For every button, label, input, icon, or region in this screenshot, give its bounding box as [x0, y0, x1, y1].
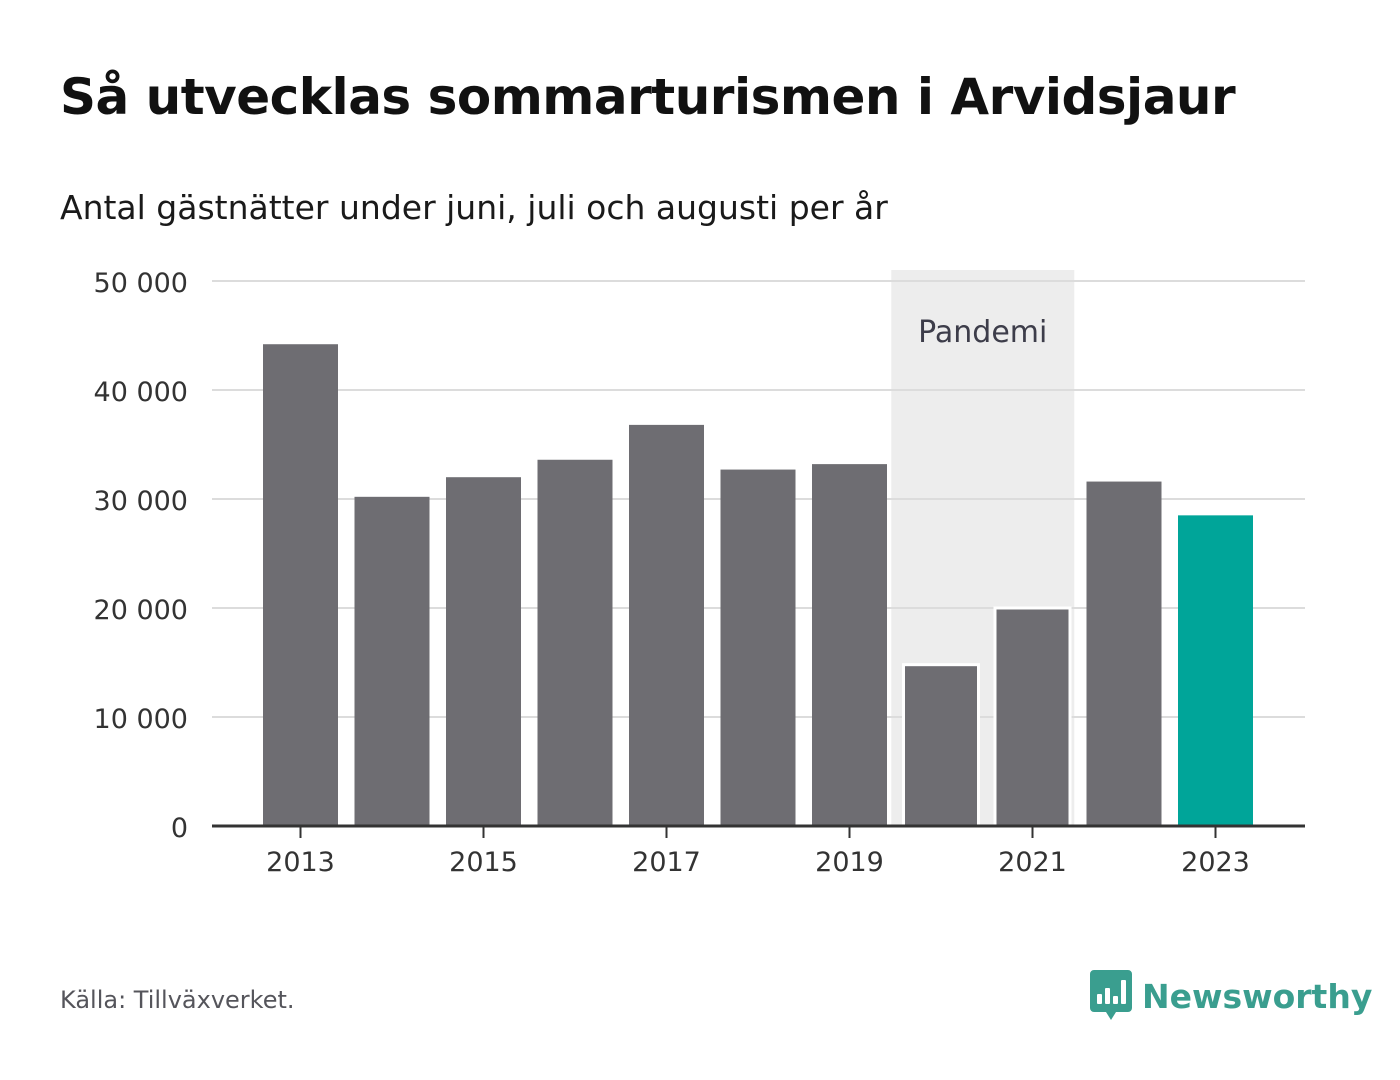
y-tick-label: 40 000: [94, 377, 188, 408]
source-note: Källa: Tillväxverket.: [60, 986, 295, 1014]
bar-2019: [812, 464, 887, 826]
bar-2020: [902, 663, 980, 828]
bar-2015: [446, 477, 521, 826]
bar-2022: [1086, 481, 1162, 826]
chart-subtitle: Antal gästnätter under juni, juli och au…: [60, 188, 888, 227]
bar-2023: [1178, 515, 1253, 826]
y-tick-label: 20 000: [94, 595, 188, 626]
bar-2013: [263, 344, 338, 826]
bar-2016: [537, 459, 613, 826]
bar-2017: [629, 424, 704, 826]
bar-2018: [720, 469, 796, 826]
bar-2021: [993, 606, 1072, 828]
y-tick-label: 50 000: [94, 268, 188, 299]
x-tick-label: 2015: [449, 847, 518, 878]
bar-2014: [354, 496, 430, 826]
chart-title: Så utvecklas sommarturismen i Arvidsjaur: [60, 68, 1236, 126]
x-tick-label: 2019: [815, 847, 884, 878]
brand-name: Newsworthy: [1142, 976, 1373, 1016]
y-tick-label: 10 000: [94, 704, 188, 735]
y-tick-label: 30 000: [94, 486, 188, 517]
x-tick-label: 2017: [632, 847, 701, 878]
y-tick-label: 0: [171, 813, 188, 844]
x-tick-label: 2021: [998, 847, 1067, 878]
newsworthy-chart-icon: [1090, 970, 1132, 1020]
brand-logo: Newsworthy: [1090, 970, 1372, 1022]
x-tick-label: 2023: [1181, 847, 1250, 878]
x-tick-label: 2013: [266, 847, 335, 878]
annotation-label: Pandemi: [918, 315, 1047, 350]
